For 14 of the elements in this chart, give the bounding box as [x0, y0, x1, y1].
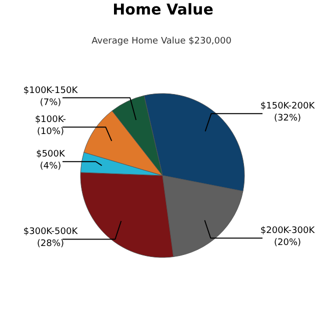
data-label: (32%) — [274, 114, 302, 124]
slice-label: $100K-150K — [23, 86, 79, 96]
slice-label: $150K-200K — [260, 102, 316, 112]
slice-label: $100K- — [34, 115, 66, 126]
data-label: (10%) — [36, 127, 64, 138]
slice-label: $300K-500K — [23, 227, 79, 238]
data-label: (28%) — [36, 239, 64, 250]
data-label: (7%) — [40, 98, 62, 108]
chart-subtitle: Average Home Value $230,000 — [92, 36, 232, 46]
slice-label: $200K-300K — [260, 226, 316, 236]
slice-label: $500K — [36, 150, 66, 160]
chart-title: Home Value — [112, 0, 214, 18]
data-label: (20%) — [274, 238, 302, 248]
data-label: (4%) — [40, 162, 62, 172]
